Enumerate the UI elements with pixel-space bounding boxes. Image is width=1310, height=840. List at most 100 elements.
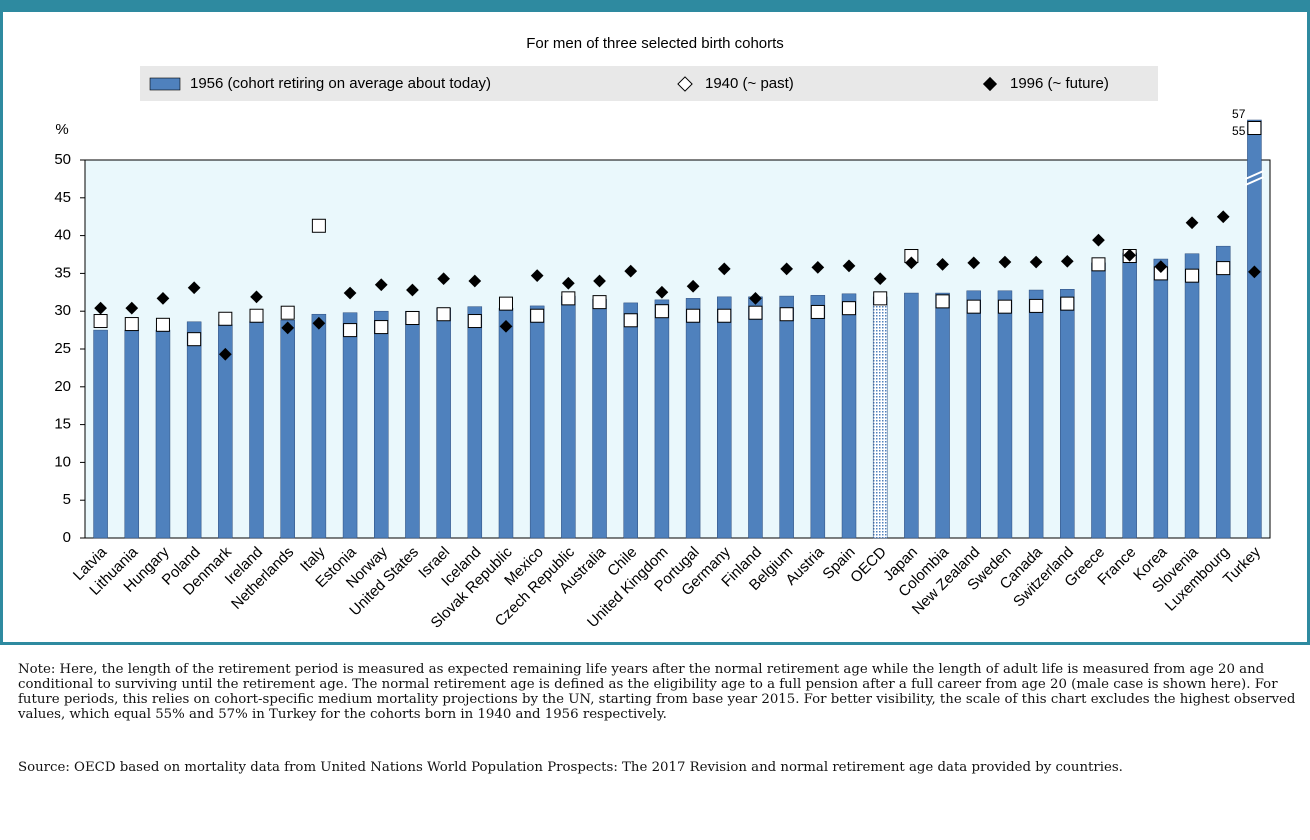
value-label: 55	[1232, 124, 1246, 138]
axis-break	[1245, 176, 1264, 186]
bar	[1247, 119, 1262, 539]
marker-square	[124, 317, 139, 332]
bar	[935, 292, 950, 539]
marker-square	[997, 299, 1012, 314]
bar	[311, 313, 327, 539]
marker-square	[873, 291, 888, 306]
marker-diamond	[312, 316, 326, 330]
bar	[436, 307, 451, 539]
marker-diamond	[250, 290, 263, 304]
marker-square	[374, 320, 389, 335]
bar	[1153, 258, 1169, 539]
marker-square	[311, 218, 326, 233]
marker-square	[623, 313, 638, 328]
marker-square	[654, 304, 669, 319]
bar	[1028, 289, 1044, 539]
bar	[467, 306, 483, 539]
marker-square	[592, 295, 607, 310]
legend-swatch	[677, 76, 693, 92]
bar	[904, 292, 919, 539]
axis-break	[1245, 170, 1264, 180]
bar	[1091, 262, 1106, 539]
source: Source: OECD based on mortality data fro…	[18, 760, 1123, 775]
y-tick-label: 40	[54, 227, 71, 244]
bar	[155, 329, 171, 539]
bar	[561, 295, 576, 539]
marker-square	[155, 317, 170, 332]
bar	[654, 299, 670, 539]
bar	[374, 310, 389, 539]
marker-diamond	[156, 291, 170, 305]
y-tick-label: 15	[54, 416, 71, 433]
note: Note: Here, the length of the retirement…	[18, 662, 1296, 722]
marker-square	[187, 332, 202, 347]
marker-square	[686, 308, 701, 323]
marker-diamond	[218, 347, 232, 361]
bar	[685, 298, 701, 539]
x-tick-label: OECD	[847, 544, 890, 587]
marker-square	[810, 304, 825, 319]
marker-square	[530, 308, 545, 323]
marker-diamond	[94, 301, 107, 315]
chart-subtitle: For men of three selected birth cohorts	[526, 35, 784, 52]
marker-square	[935, 294, 950, 309]
marker-square	[779, 307, 794, 322]
y-tick-label: 45	[54, 189, 71, 206]
marker-square	[561, 291, 576, 306]
y-tick-label: 50	[54, 151, 71, 168]
marker-square	[1216, 261, 1231, 276]
bar	[1060, 289, 1075, 539]
bar	[529, 305, 545, 539]
marker-diamond	[468, 274, 482, 288]
marker-square	[966, 299, 981, 314]
y-tick-label: 5	[63, 491, 71, 508]
bar	[966, 290, 981, 539]
legend-label: 1956 (cohort retiring on average about t…	[190, 75, 491, 92]
y-tick-label: 25	[54, 340, 71, 357]
bar	[342, 312, 358, 539]
bar	[748, 296, 763, 539]
bar	[810, 295, 826, 539]
bar	[93, 329, 108, 539]
bar	[779, 295, 794, 539]
marker-square	[842, 301, 857, 316]
marker-square	[218, 311, 233, 326]
bar	[280, 320, 295, 539]
legend-swatch	[982, 76, 998, 92]
y-tick-label: 10	[54, 453, 71, 470]
y-tick-label: 0	[63, 529, 71, 546]
bar	[1184, 253, 1200, 539]
legend-swatch	[149, 77, 181, 91]
marker-square	[1029, 298, 1044, 313]
marker-square	[343, 323, 358, 338]
marker-square	[436, 307, 451, 322]
legend-label: 1996 (~ future)	[1010, 75, 1109, 92]
marker-square	[748, 305, 763, 320]
y-axis-label: %	[55, 121, 68, 138]
bar	[124, 329, 140, 539]
y-tick-label: 20	[54, 378, 71, 395]
marker-diamond	[281, 321, 295, 335]
legend-label: 1940 (~ past)	[705, 75, 794, 92]
marker-square	[1247, 121, 1262, 135]
bar	[405, 310, 420, 539]
marker-square	[249, 308, 264, 323]
bar	[872, 296, 888, 539]
value-label: 57	[1232, 107, 1246, 121]
marker-diamond	[499, 319, 513, 333]
marker-square	[1185, 268, 1200, 283]
bar	[623, 302, 638, 539]
marker-square	[498, 296, 513, 311]
marker-diamond	[406, 283, 419, 297]
bar	[498, 307, 514, 539]
marker-square	[1060, 296, 1075, 311]
marker-diamond	[343, 286, 357, 300]
bar	[249, 321, 264, 539]
bar	[592, 298, 607, 539]
marker-square	[280, 305, 295, 320]
bar	[997, 290, 1013, 539]
y-tick-label: 30	[54, 302, 71, 319]
header-bar	[0, 0, 1310, 12]
chart-frame	[0, 0, 1310, 645]
